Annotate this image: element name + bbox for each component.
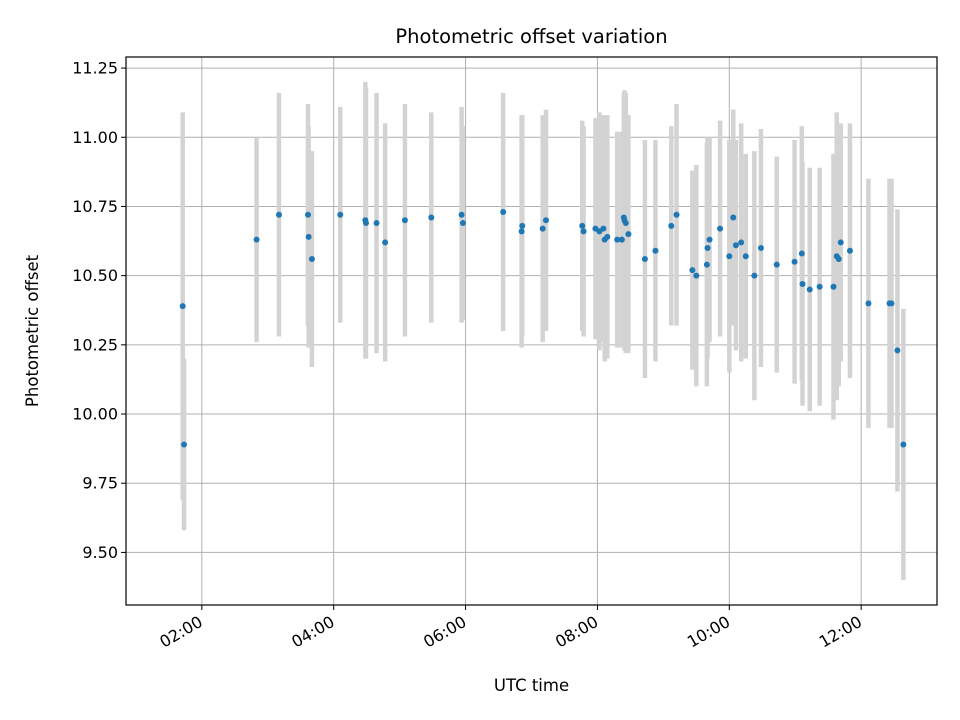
data-point xyxy=(865,300,872,307)
data-point xyxy=(689,267,696,274)
data-point xyxy=(846,247,853,254)
data-point xyxy=(600,225,607,232)
data-point xyxy=(888,300,895,307)
data-point xyxy=(652,247,659,254)
data-point xyxy=(732,242,739,249)
y-tick-label: 10.75 xyxy=(72,197,118,216)
data-point xyxy=(305,233,312,240)
data-point xyxy=(614,236,621,243)
y-axis-label: Photometric offset xyxy=(23,254,42,407)
data-point xyxy=(500,208,507,215)
y-tick-label: 10.25 xyxy=(72,335,118,354)
data-point xyxy=(673,211,680,218)
data-point xyxy=(693,272,700,279)
data-point xyxy=(382,239,389,246)
data-point xyxy=(337,211,344,218)
data-point xyxy=(579,222,586,229)
y-tick-label: 9.75 xyxy=(82,474,118,493)
data-point xyxy=(668,222,675,229)
data-point xyxy=(738,239,745,246)
data-points xyxy=(179,208,907,448)
data-point xyxy=(253,236,260,243)
y-tick-label: 10.00 xyxy=(72,405,118,424)
chart-title: Photometric offset variation xyxy=(395,25,667,48)
data-point xyxy=(706,236,713,243)
data-point xyxy=(717,225,724,232)
axes-frame xyxy=(125,56,938,606)
data-point xyxy=(757,244,764,251)
data-point xyxy=(275,211,282,218)
plot-area xyxy=(126,57,937,605)
data-point xyxy=(373,220,380,227)
data-point xyxy=(622,220,629,227)
data-point xyxy=(798,250,805,257)
data-point xyxy=(519,222,526,229)
data-point xyxy=(835,256,842,263)
data-point xyxy=(742,253,749,260)
data-point xyxy=(894,347,901,354)
data-point xyxy=(730,214,737,221)
data-point xyxy=(726,253,733,260)
x-axis-label: UTC time xyxy=(494,676,569,695)
data-point xyxy=(773,261,780,268)
y-axis: 9.50 9.75 10.00 10.25 10.50 10.75 11.00 11.25 xyxy=(72,59,126,562)
data-point xyxy=(304,211,311,218)
data-point xyxy=(751,272,758,279)
data-point xyxy=(641,256,648,263)
data-point xyxy=(604,233,611,240)
data-point xyxy=(458,211,465,218)
data-point xyxy=(618,236,625,243)
y-tick-label: 9.50 xyxy=(82,543,118,562)
data-point xyxy=(816,283,823,290)
data-point xyxy=(459,220,466,227)
y-tick-label: 10.50 xyxy=(72,266,118,285)
data-point xyxy=(830,283,837,290)
data-point xyxy=(179,303,186,310)
data-point xyxy=(308,256,315,263)
data-point xyxy=(791,258,798,265)
data-point xyxy=(703,261,710,268)
y-tick-label: 11.25 xyxy=(72,59,118,78)
data-point xyxy=(625,231,632,238)
data-point xyxy=(428,214,435,221)
data-point xyxy=(806,286,813,293)
data-point xyxy=(704,244,711,251)
data-point xyxy=(837,239,844,246)
data-point xyxy=(799,280,806,287)
data-point xyxy=(181,441,188,448)
data-point xyxy=(543,217,550,224)
data-point xyxy=(539,225,546,232)
data-point xyxy=(580,228,587,235)
data-point xyxy=(363,220,370,227)
data-point xyxy=(900,441,907,448)
data-point xyxy=(518,228,525,235)
y-tick-label: 11.00 xyxy=(72,128,118,147)
data-point xyxy=(401,217,408,224)
